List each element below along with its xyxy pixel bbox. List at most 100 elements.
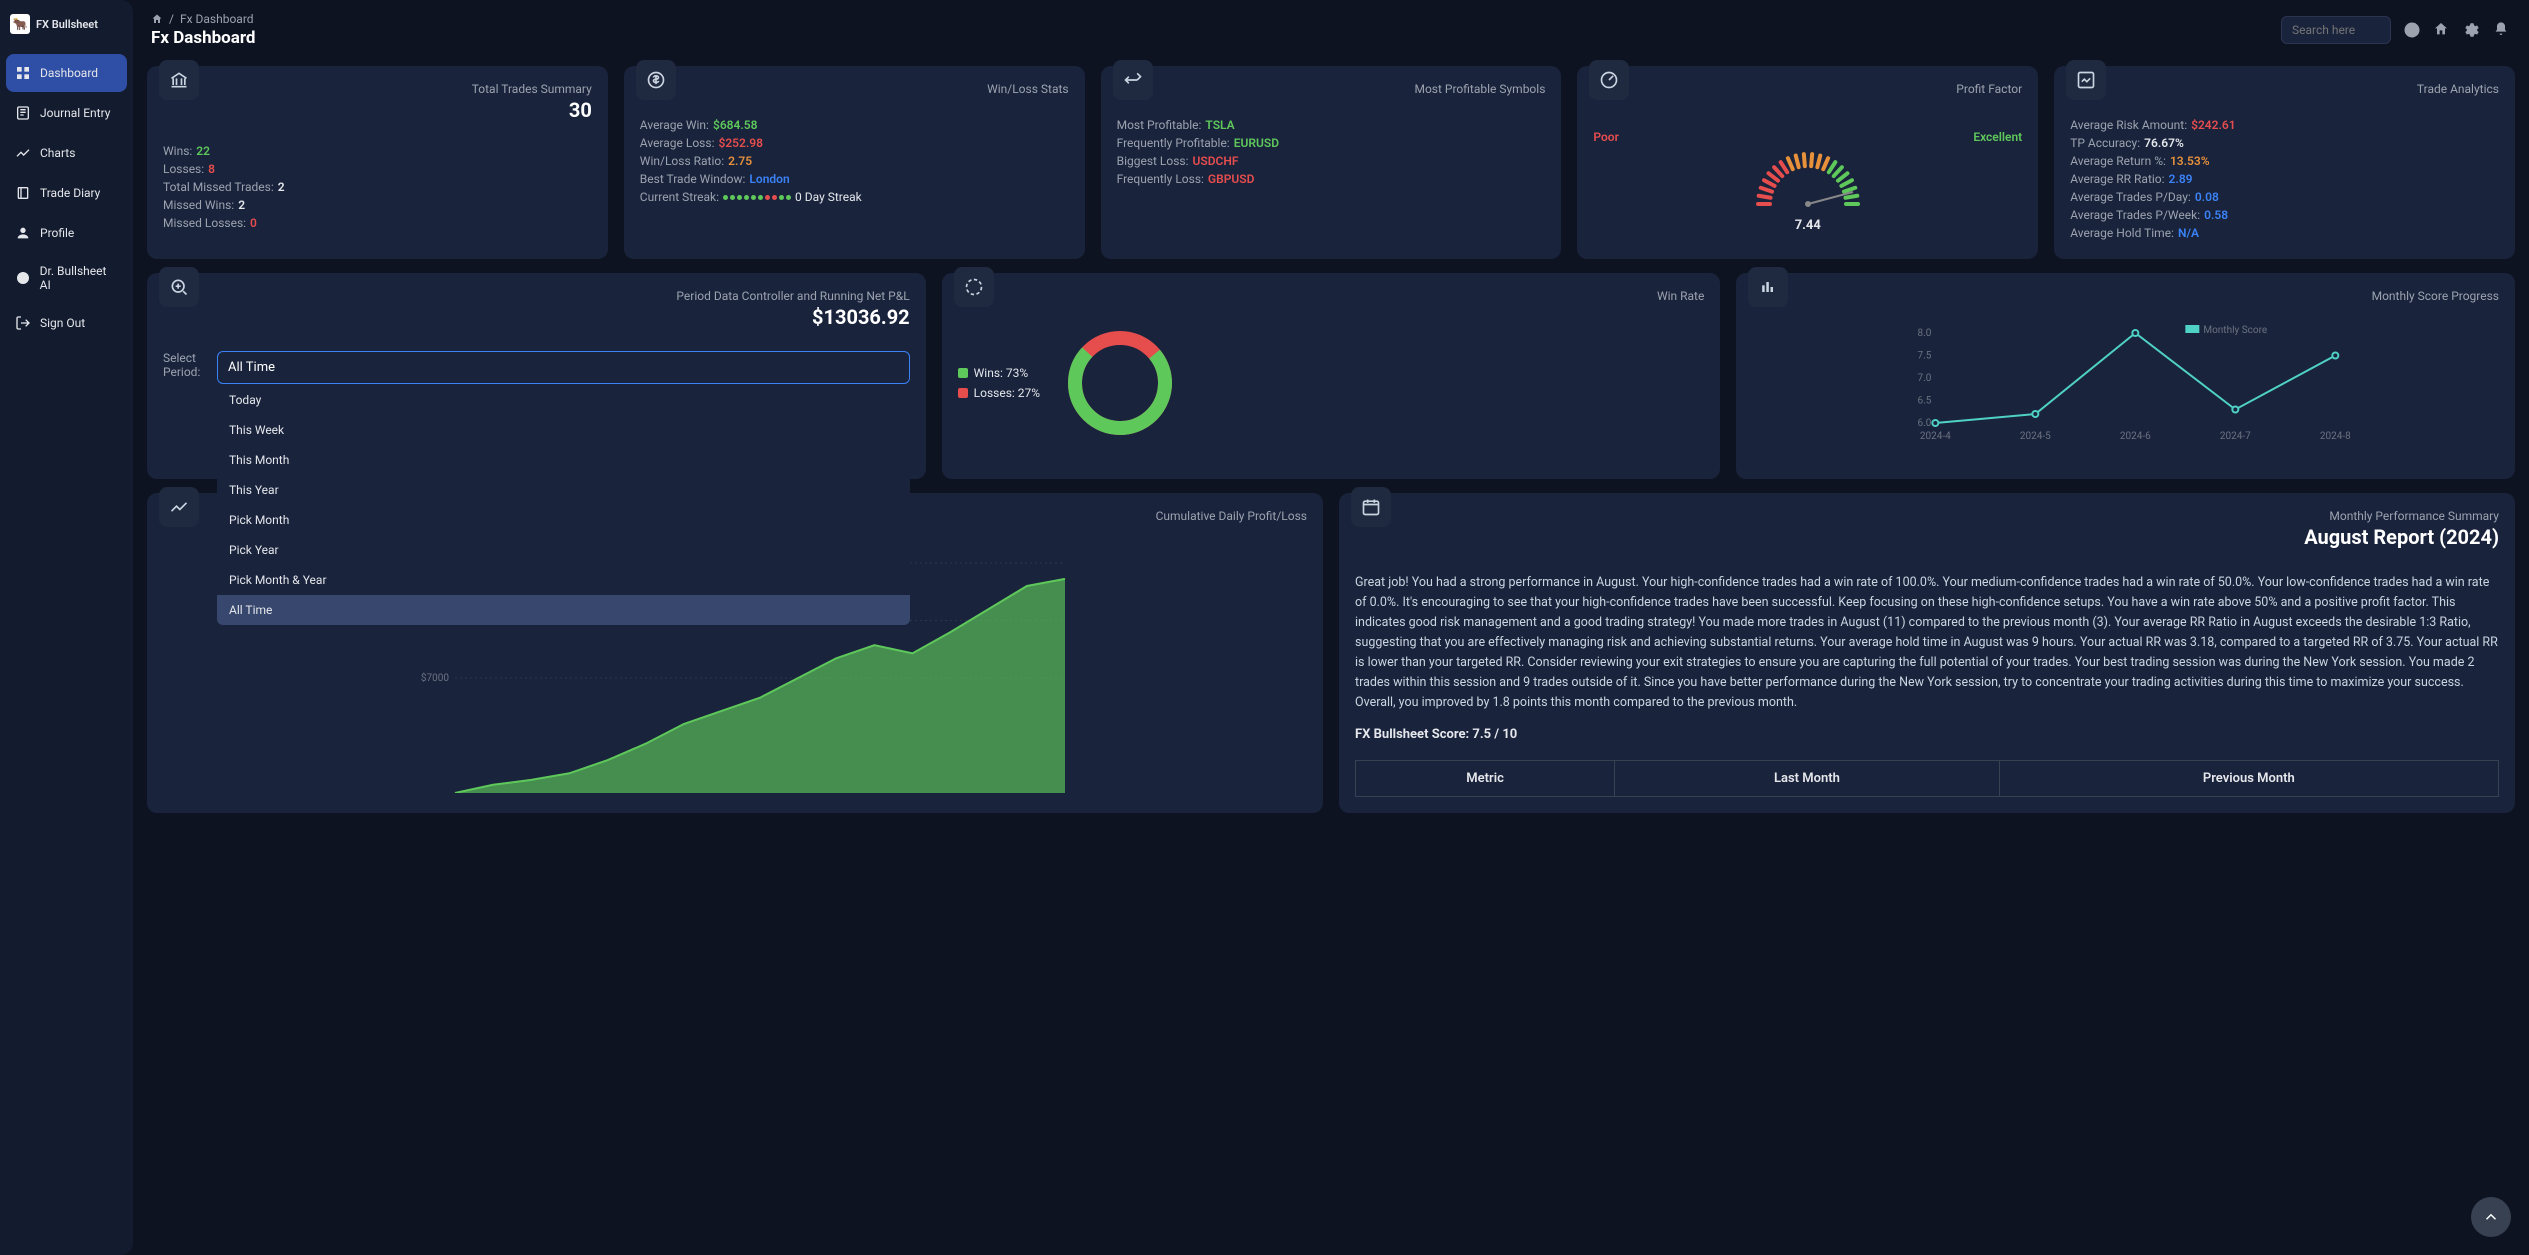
dropdown-item[interactable]: Pick Month & Year: [217, 565, 910, 595]
card-title: Profit Factor: [1593, 82, 2022, 96]
gauge-value: 7.44: [1795, 218, 1821, 233]
gauge-chart: [1738, 144, 1878, 214]
period-select[interactable]: All Time: [217, 351, 910, 384]
scroll-top-fab[interactable]: [2471, 1197, 2511, 1237]
summary-card: Monthly Performance Summary August Repor…: [1339, 493, 2515, 813]
search-input[interactable]: [2281, 16, 2391, 44]
card-title: Period Data Controller and Running Net P…: [163, 289, 910, 303]
svg-text:7.0: 7.0: [1918, 373, 1932, 384]
swap-icon: [1113, 60, 1153, 100]
brand-name: FX Bullsheet: [36, 18, 98, 31]
kpi-total-trades: Total Trades Summary 30 Wins:22 Losses:8…: [147, 66, 608, 259]
line-chart: 6.0 6.5 7.0 7.5 8.0 Monthly Score 2024-4 2024-5…: [1752, 323, 2499, 443]
dropdown-item[interactable]: Today: [217, 385, 910, 415]
nav-label: Dashboard: [40, 66, 98, 80]
dropdown-item[interactable]: Pick Month: [217, 505, 910, 535]
logo-icon: 🐂: [10, 14, 30, 34]
card-title: Total Trades Summary: [163, 82, 592, 96]
gauge-icon: [1589, 60, 1629, 100]
bank-icon: [159, 60, 199, 100]
winrate-legend: Wins: 73% Losses: 27%: [958, 366, 1040, 400]
nav-journal[interactable]: Journal Entry: [6, 94, 127, 132]
nav-signout[interactable]: Sign Out: [6, 304, 127, 342]
dropdown-item[interactable]: All Time: [217, 595, 910, 625]
svg-text:2024-7: 2024-7: [2220, 431, 2251, 442]
svg-text:$7000: $7000: [421, 671, 449, 684]
ai-icon: [14, 269, 32, 287]
svg-text:2024-5: 2024-5: [2020, 431, 2051, 442]
journal-icon: [14, 104, 32, 122]
streak-dots: [723, 190, 791, 204]
kpi-symbols: Most Profitable Symbols Most Profitable:…: [1101, 66, 1562, 259]
winrate-card: Win Rate Wins: 73% Losses: 27%: [942, 273, 1721, 479]
nav-label: Charts: [40, 146, 75, 160]
svg-text:2024-8: 2024-8: [2320, 431, 2351, 442]
svg-text:2024-4: 2024-4: [1920, 431, 1951, 442]
account-icon[interactable]: [2403, 21, 2421, 39]
nav-label: Trade Diary: [40, 186, 100, 200]
main: / Fx Dashboard Fx Dashboard Total Trade: [133, 0, 2529, 1255]
svg-text:7.5: 7.5: [1918, 351, 1932, 362]
signout-icon: [14, 314, 32, 332]
kpi-profit-factor: Profit Factor Poor Excellent 7.44: [1577, 66, 2038, 259]
gear-icon[interactable]: [2463, 21, 2481, 39]
nav-ai[interactable]: Dr. Bullsheet AI: [6, 254, 127, 302]
dashboard-icon: [14, 64, 32, 82]
net-pnl: $13036.92: [163, 305, 910, 329]
total-trades: 30: [163, 98, 592, 122]
svg-text:Monthly Score: Monthly Score: [2204, 325, 2268, 336]
trend-icon: [159, 487, 199, 527]
svg-text:2024-6: 2024-6: [2120, 431, 2151, 442]
card-title: Win/Loss Stats: [640, 82, 1069, 96]
card-title: Monthly Performance Summary: [1355, 509, 2499, 523]
page-title: Fx Dashboard: [151, 28, 256, 48]
donut-chart: [1060, 323, 1180, 443]
monthly-score-card: Monthly Score Progress 6.0 6.5 7.0 7.5 8.0 Mo…: [1736, 273, 2515, 479]
select-label: Select Period:: [163, 351, 207, 379]
period-dropdown: TodayThis WeekThis MonthThis YearPick Mo…: [217, 385, 910, 625]
gauge-excellent: Excellent: [1973, 130, 2022, 144]
breadcrumb-page[interactable]: Fx Dashboard: [180, 12, 254, 26]
th-last: Last Month: [1615, 761, 2000, 797]
nav-diary[interactable]: Trade Diary: [6, 174, 127, 212]
breadcrumb: / Fx Dashboard: [151, 12, 256, 26]
home-icon[interactable]: [151, 13, 163, 25]
nav-dashboard[interactable]: Dashboard: [6, 54, 127, 92]
dropdown-item[interactable]: This Month: [217, 445, 910, 475]
charts-icon: [14, 144, 32, 162]
kpi-winloss: Win/Loss Stats Average Win:$684.58 Avera…: [624, 66, 1085, 259]
nav-label: Profile: [40, 226, 74, 240]
logo: 🐂 FX Bullsheet: [6, 10, 127, 38]
summary-text: Great job! You had a strong performance …: [1355, 573, 2499, 713]
dropdown-item[interactable]: This Year: [217, 475, 910, 505]
analytics-icon: [2066, 60, 2106, 100]
sidebar: 🐂 FX Bullsheet Dashboard Journal Entry C…: [0, 0, 133, 1255]
period-card: Period Data Controller and Running Net P…: [147, 273, 926, 479]
th-metric: Metric: [1356, 761, 1615, 797]
topbar: / Fx Dashboard Fx Dashboard: [133, 0, 2529, 52]
calendar-icon: [1351, 487, 1391, 527]
profile-icon: [14, 224, 32, 242]
svg-text:6.5: 6.5: [1918, 396, 1932, 407]
dollar-icon: [636, 60, 676, 100]
summary-heading: August Report (2024): [1355, 525, 2499, 549]
card-title: Trade Analytics: [2070, 82, 2499, 96]
summary-table: Metric Last Month Previous Month: [1355, 760, 2499, 797]
bell-icon[interactable]: [2493, 21, 2511, 39]
th-prev: Previous Month: [1999, 761, 2498, 797]
nav-charts[interactable]: Charts: [6, 134, 127, 172]
home-top-icon[interactable]: [2433, 21, 2451, 39]
card-title: Most Profitable Symbols: [1117, 82, 1546, 96]
diary-icon: [14, 184, 32, 202]
spinner-icon: [954, 267, 994, 307]
card-title: Monthly Score Progress: [1752, 289, 2499, 303]
dropdown-item[interactable]: Pick Year: [217, 535, 910, 565]
nav-label: Sign Out: [40, 316, 85, 330]
gauge-poor: Poor: [1593, 130, 1619, 144]
nav-profile[interactable]: Profile: [6, 214, 127, 252]
kpi-analytics: Trade Analytics Average Risk Amount:$242…: [2054, 66, 2515, 259]
dropdown-item[interactable]: This Week: [217, 415, 910, 445]
svg-text:8.0: 8.0: [1918, 328, 1932, 339]
svg-text:6.0: 6.0: [1918, 418, 1932, 429]
nav-label: Journal Entry: [40, 106, 110, 120]
